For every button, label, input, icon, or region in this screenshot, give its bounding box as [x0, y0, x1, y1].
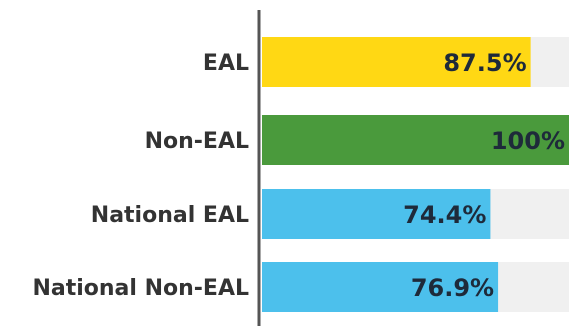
value-labels: 87.5% 100% 74.4% 76.9% [403, 49, 565, 302]
category-label: Non-EAL [145, 129, 249, 154]
category-label: EAL [203, 51, 249, 76]
bars-group [262, 37, 569, 312]
value-label: 74.4% [403, 201, 486, 229]
value-label: 76.9% [411, 274, 494, 302]
bar-non-eal [262, 115, 569, 165]
bar-eal [262, 37, 531, 87]
bar-national-non-eal [262, 262, 499, 312]
category-label: National EAL [91, 203, 249, 228]
category-label: National Non-EAL [32, 276, 249, 301]
bar-national-eal [262, 189, 491, 239]
value-label: 100% [491, 127, 565, 155]
category-labels: EAL Non-EAL National EAL National Non-EAL [32, 51, 249, 301]
value-label: 87.5% [443, 49, 526, 77]
